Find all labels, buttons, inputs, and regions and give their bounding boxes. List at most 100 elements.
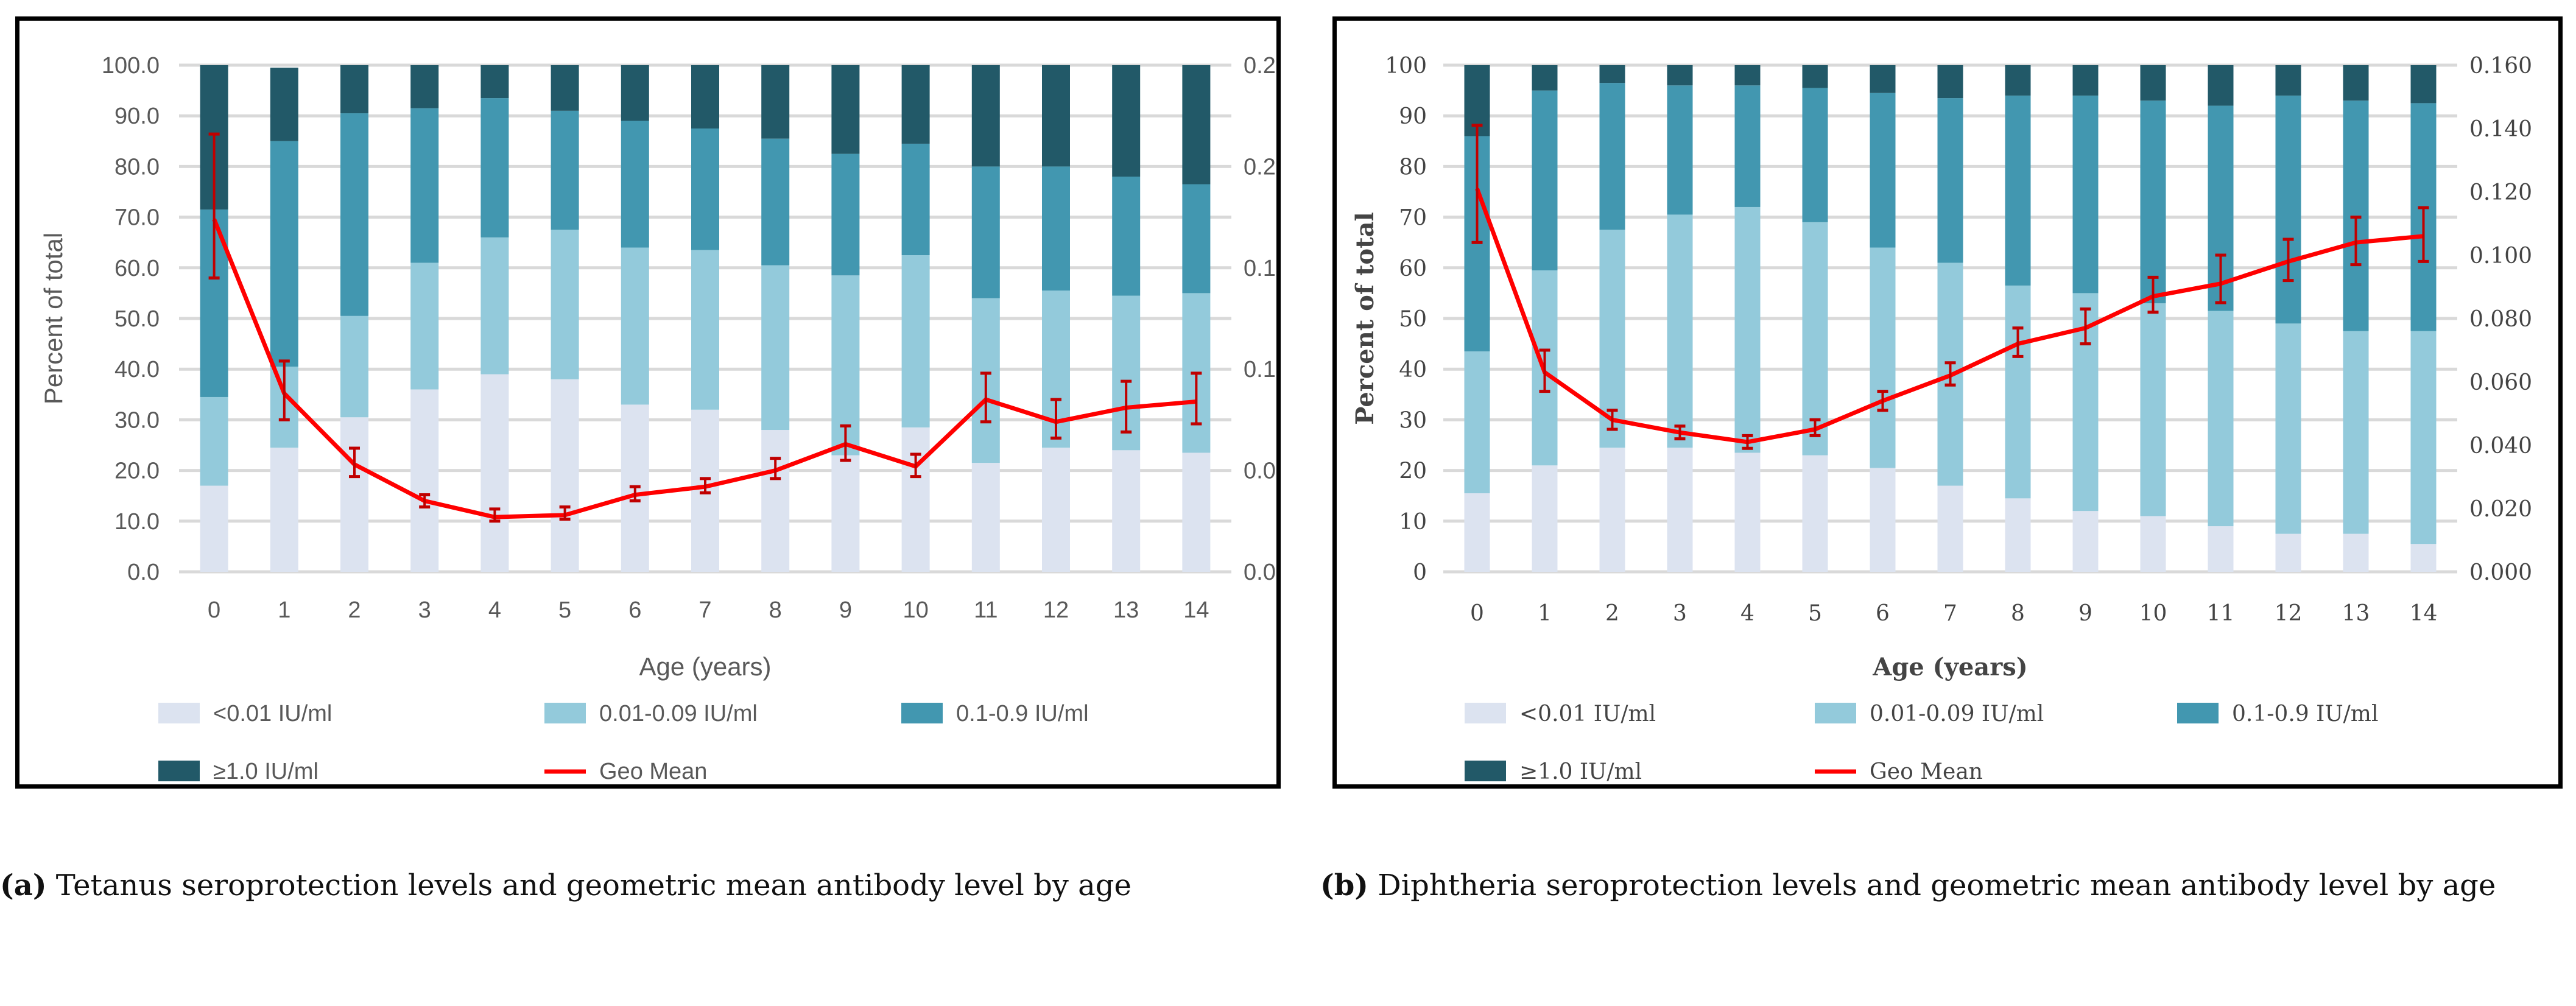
bar-segment xyxy=(1802,88,1828,222)
y-tick-label: 20.0 xyxy=(114,459,160,484)
y2-tick-label: 0.000 xyxy=(2469,560,2532,585)
x-tick-label: 2 xyxy=(348,597,361,623)
x-tick-label: 13 xyxy=(1113,597,1139,623)
legend-swatch xyxy=(1465,703,1506,723)
legend-label: 0.01-0.09 IU/ml xyxy=(1870,702,2044,726)
x-tick-label: 6 xyxy=(1876,601,1890,626)
bar-segment xyxy=(1042,448,1070,572)
bar-segment xyxy=(551,379,579,572)
bar-segment xyxy=(410,108,439,263)
y-tick-label: 0 xyxy=(1413,560,1427,585)
bar-segment xyxy=(2072,65,2099,96)
x-tick-label: 3 xyxy=(418,597,431,623)
bar-segment xyxy=(1667,65,1693,86)
legend-label: <0.01 IU/ml xyxy=(1519,702,1656,726)
caption-label: (b) xyxy=(1320,868,1368,902)
legend-swatch xyxy=(2177,703,2219,723)
bar-segment xyxy=(2140,100,2166,304)
bar-segment xyxy=(1599,65,1625,83)
bar-segment xyxy=(270,448,298,572)
bar-segment xyxy=(2343,533,2369,572)
legend-swatch xyxy=(1815,703,1856,723)
legend-swatch xyxy=(901,703,943,723)
bar-segment xyxy=(2208,65,2234,106)
bar-segment xyxy=(1042,65,1070,167)
y-tick-label: 70.0 xyxy=(114,205,160,231)
caption-text: Diphtheria seroprotection levels and geo… xyxy=(1368,868,2496,902)
caption-text: Tetanus seroprotection levels and geomet… xyxy=(46,868,1131,902)
x-tick-label: 1 xyxy=(278,597,290,623)
bar-segment xyxy=(1870,247,1896,468)
bar-segment xyxy=(2005,95,2031,286)
y-axis-title: Percent of total xyxy=(39,233,68,405)
legend-label: Geo Mean xyxy=(599,759,707,784)
y-tick-label: 80 xyxy=(1399,155,1427,180)
x-tick-label: 3 xyxy=(1673,601,1687,626)
chart-tetanus: 0.010.020.030.040.050.060.070.080.090.01… xyxy=(39,53,1276,784)
bar-segment xyxy=(2140,516,2166,572)
bar-segment xyxy=(1870,65,1896,93)
bar-segment xyxy=(480,374,509,572)
bar-segment xyxy=(691,128,719,250)
bar-segment xyxy=(1532,465,1558,572)
y2-tick-label: 0.120 xyxy=(2469,180,2532,205)
y-tick-label: 100.0 xyxy=(102,53,160,79)
y2-tick-label: 0.100 xyxy=(2469,244,2532,269)
bar-segment xyxy=(1870,468,1896,572)
bar-segment xyxy=(1734,65,1761,86)
legend-swatch xyxy=(1465,761,1506,781)
bar-segment xyxy=(1042,166,1070,291)
y-tick-label: 50 xyxy=(1399,307,1427,332)
bar-segment xyxy=(761,265,790,431)
bar-segment xyxy=(1937,98,1963,263)
bar-segment xyxy=(2072,511,2099,572)
y2-tick-label: 0.150 xyxy=(1244,256,1276,281)
bar-segment xyxy=(1870,93,1896,248)
y2-tick-label: 0.020 xyxy=(2469,497,2532,522)
x-tick-label: 2 xyxy=(1605,601,1619,626)
x-tick-label: 4 xyxy=(488,597,501,623)
x-tick-label: 13 xyxy=(2342,601,2370,626)
x-tick-label: 6 xyxy=(628,597,641,623)
y2-tick-label: 0.000 xyxy=(1244,560,1276,585)
bar-segment xyxy=(270,68,298,141)
bar-segment xyxy=(761,65,790,139)
chart-panel-diphtheria: 0 10 20 30 40 50 60 70 80 90 100 0.000 0.020 0.040 0.0… xyxy=(1332,16,2563,789)
y2-tick-label: 0.100 xyxy=(1244,357,1276,382)
bar-segment xyxy=(2005,65,2031,96)
x-tick-label: 14 xyxy=(1183,597,1209,623)
bar-segment xyxy=(901,65,930,144)
y-tick-label: 50.0 xyxy=(114,306,160,332)
x-axis-title: Age (years) xyxy=(639,652,771,681)
legend-label: 0.1-0.9 IU/ml xyxy=(956,701,1089,726)
bar-segment xyxy=(1734,452,1761,572)
y2-tick-label: 0.040 xyxy=(2469,434,2532,459)
y2-tick-label: 0.050 xyxy=(1244,459,1276,484)
y-tick-label: 90.0 xyxy=(114,104,160,129)
caption-tetanus: (a) Tetanus seroprotection levels and ge… xyxy=(0,849,1267,921)
x-tick-label: 9 xyxy=(2078,601,2092,626)
y2-tick-label: 0.160 xyxy=(2469,54,2532,79)
x-tick-label: 5 xyxy=(558,597,571,623)
bar-segment xyxy=(691,65,719,128)
x-tick-label: 5 xyxy=(1808,601,1822,626)
bar-segment xyxy=(2275,533,2301,572)
bar-segment xyxy=(410,65,439,108)
bar-segment xyxy=(1734,206,1761,453)
bar-segment xyxy=(1599,448,1625,572)
bar-segment xyxy=(1182,452,1211,572)
x-tick-label: 8 xyxy=(2011,601,2025,626)
bar-segment xyxy=(340,113,368,316)
caption-diphtheria: (b) Diphtheria seroprotection levels and… xyxy=(1320,849,2563,921)
legend-swatch xyxy=(158,761,200,781)
y2-tick-label: 0.080 xyxy=(2469,307,2532,332)
bar-segment xyxy=(2275,95,2301,324)
x-tick-label: 9 xyxy=(839,597,852,623)
bar-segment xyxy=(1802,222,1828,456)
y2-tick-label: 0.200 xyxy=(1244,154,1276,180)
x-tick-label: 12 xyxy=(2275,601,2303,626)
bar-segment xyxy=(971,166,1000,298)
bar-segment xyxy=(1112,65,1141,177)
bar-segment xyxy=(2275,65,2301,96)
bar-segment xyxy=(2410,65,2437,104)
